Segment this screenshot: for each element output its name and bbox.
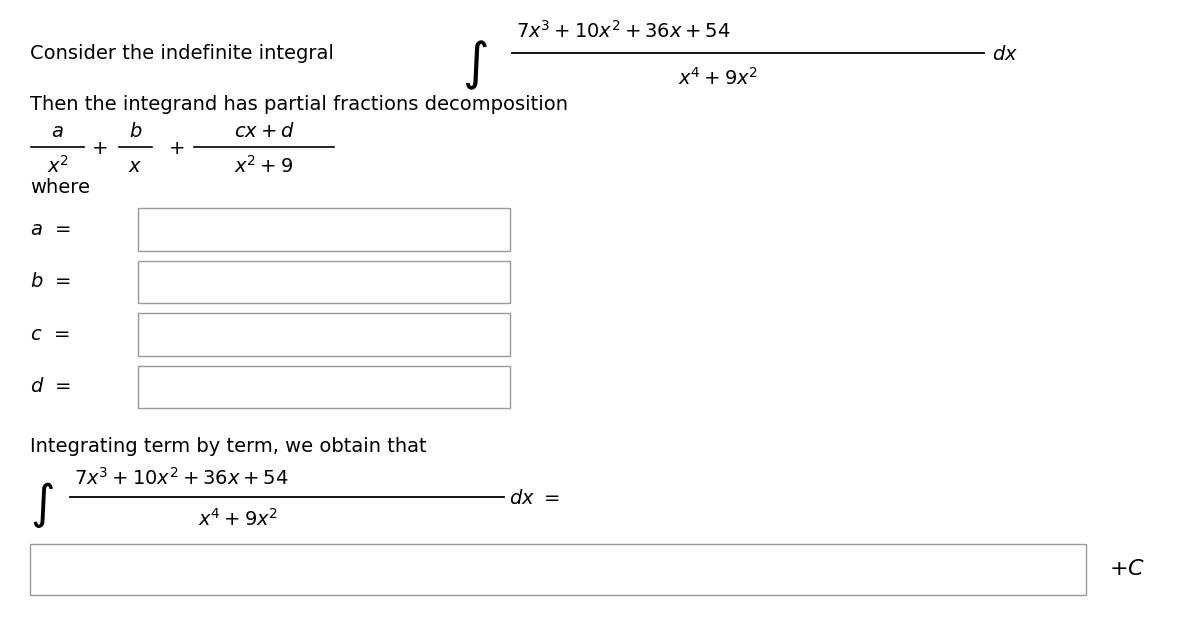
FancyBboxPatch shape [30, 544, 1086, 595]
Text: $\int$: $\int$ [30, 480, 54, 530]
Text: $x^4 + 9x^2$: $x^4 + 9x^2$ [198, 508, 278, 530]
Text: $x^2$: $x^2$ [47, 155, 68, 178]
Text: $+C$: $+C$ [1109, 559, 1145, 579]
FancyBboxPatch shape [138, 366, 510, 408]
Text: $x$: $x$ [128, 157, 143, 176]
Text: $c$  =: $c$ = [30, 325, 70, 344]
Text: $+$: $+$ [91, 139, 108, 158]
Text: $\,dx$: $\,dx$ [989, 46, 1018, 64]
Text: $\,dx\ =$: $\,dx\ =$ [506, 489, 560, 508]
Text: $x^2 + 9$: $x^2 + 9$ [234, 155, 294, 178]
Text: Consider the indefinite integral: Consider the indefinite integral [30, 44, 334, 63]
Text: where: where [30, 178, 90, 197]
Text: Then the integrand has partial fractions decomposition: Then the integrand has partial fractions… [30, 96, 568, 114]
Text: $b$  =: $b$ = [30, 272, 71, 291]
Text: $+$: $+$ [168, 139, 185, 158]
Text: $a$: $a$ [52, 122, 64, 141]
FancyBboxPatch shape [138, 261, 510, 303]
FancyBboxPatch shape [138, 208, 510, 251]
Text: $\int$: $\int$ [462, 39, 487, 92]
Text: $cx + d$: $cx + d$ [234, 122, 294, 141]
Text: $7x^3 + 10x^2 + 36x + 54$: $7x^3 + 10x^2 + 36x + 54$ [516, 20, 731, 42]
Text: $7x^3 + 10x^2 + 36x + 54$: $7x^3 + 10x^2 + 36x + 54$ [74, 467, 289, 489]
Text: $b$: $b$ [128, 122, 143, 141]
Text: $d$  =: $d$ = [30, 378, 71, 396]
FancyBboxPatch shape [138, 313, 510, 356]
Text: $a$  =: $a$ = [30, 220, 71, 239]
Text: Integrating term by term, we obtain that: Integrating term by term, we obtain that [30, 438, 427, 456]
Text: $x^4 + 9x^2$: $x^4 + 9x^2$ [678, 67, 758, 89]
